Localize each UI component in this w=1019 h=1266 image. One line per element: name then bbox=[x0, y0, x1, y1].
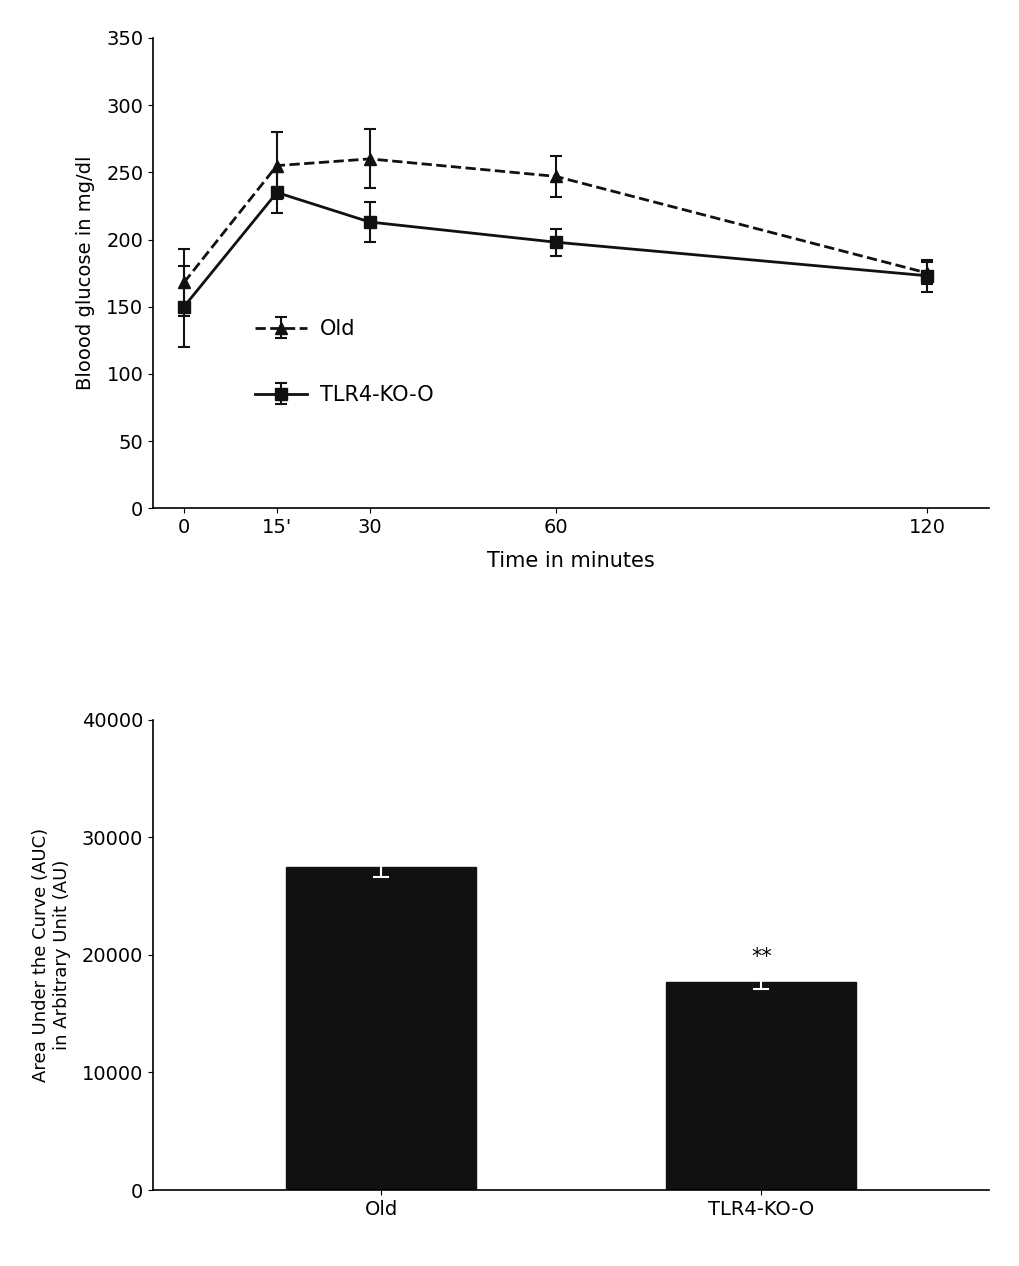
X-axis label: Time in minutes: Time in minutes bbox=[487, 551, 654, 571]
Text: **: ** bbox=[750, 947, 771, 967]
Legend: Old, TLR4-KO-O: Old, TLR4-KO-O bbox=[247, 310, 441, 413]
Y-axis label: Area Under the Curve (AUC)
in Arbitrary Unit (AU): Area Under the Curve (AUC) in Arbitrary … bbox=[32, 828, 70, 1082]
Bar bbox=[285, 867, 476, 1190]
Bar bbox=[665, 982, 856, 1190]
Y-axis label: Bloood glucose in mg/dl: Bloood glucose in mg/dl bbox=[76, 156, 95, 390]
